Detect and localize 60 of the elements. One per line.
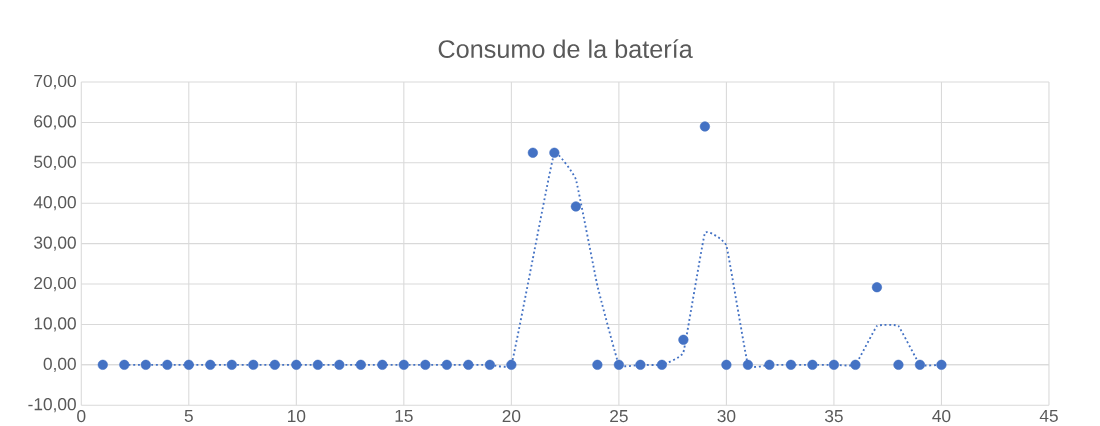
x-tick-label: 5 (184, 409, 193, 422)
point (613, 359, 624, 370)
x-tick-label: 15 (395, 409, 413, 422)
point (269, 359, 280, 370)
y-tick-label: -10,00 (28, 398, 76, 413)
point (850, 359, 861, 370)
x-tick-label: 10 (288, 409, 306, 423)
point (119, 359, 130, 370)
point (936, 359, 947, 370)
point (635, 359, 646, 370)
y-tick-label: 50,00 (34, 155, 76, 170)
x-tick-label: 35 (824, 409, 843, 423)
point (549, 147, 560, 158)
y-tick-label: 70,00 (34, 74, 76, 90)
y-tick-label: 30,00 (34, 236, 76, 251)
point (893, 359, 904, 370)
point (312, 359, 323, 370)
point (678, 334, 689, 345)
x-tick-label: 45 (1039, 409, 1058, 422)
point (807, 359, 818, 370)
point (205, 359, 216, 370)
point (377, 359, 388, 370)
x-tick-label: 0 (77, 409, 86, 423)
x-tick-label: 40 (932, 409, 951, 423)
point (570, 201, 581, 212)
y-tick-label: 60,00 (34, 115, 76, 130)
point (398, 359, 409, 370)
point (742, 359, 753, 370)
point (527, 147, 538, 158)
point (506, 359, 517, 370)
point (656, 359, 667, 370)
point (721, 359, 732, 370)
y-tick-label: 20,00 (34, 276, 76, 292)
point (140, 359, 151, 370)
x-tick-label: 30 (717, 409, 736, 423)
point (764, 359, 775, 370)
y-tick-label: 0,00 (43, 357, 76, 372)
x-tick-label: 25 (610, 409, 628, 423)
point (226, 359, 237, 370)
point (828, 359, 839, 370)
point (248, 359, 259, 370)
point (484, 359, 495, 370)
point (183, 359, 194, 370)
point (441, 359, 452, 370)
point (592, 359, 603, 370)
point (463, 359, 474, 370)
point (97, 359, 108, 370)
point (334, 359, 345, 370)
point (785, 359, 796, 370)
point (420, 359, 431, 370)
point (914, 359, 925, 370)
chart-title: Consumo de la batería (438, 39, 693, 59)
point (871, 282, 882, 293)
point (291, 359, 302, 370)
point (162, 359, 173, 370)
x-tick-label: 20 (502, 409, 521, 423)
y-tick-label: 40,00 (33, 196, 76, 211)
point (699, 121, 710, 132)
point (355, 359, 366, 370)
y-tick-label: 10,00 (34, 317, 76, 332)
